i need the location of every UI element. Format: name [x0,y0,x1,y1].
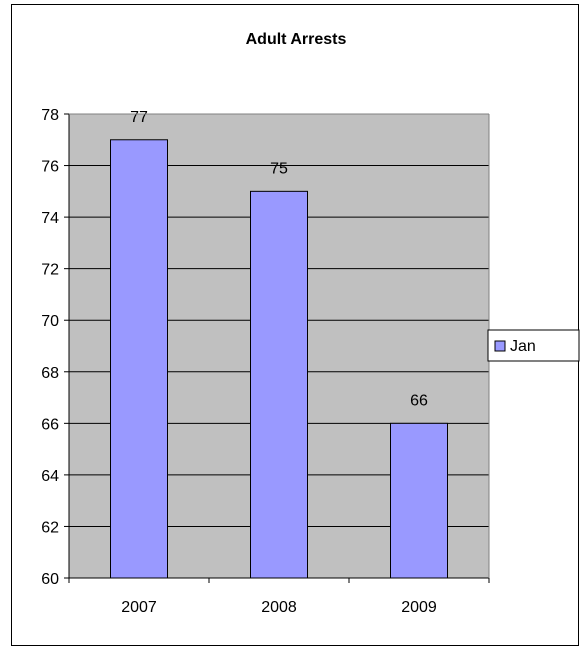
bar [390,422,448,579]
x-tick-label: 2008 [261,599,297,616]
legend: Jan [487,329,580,362]
plot-area: 60 62 64 66 68 70 72 74 76 78 77 2007 75 2008 66 2009 [41,107,490,616]
y-tick-label: 62 [41,519,59,536]
y-tick-label: 60 [41,571,59,588]
y-tick-label: 68 [41,365,59,382]
y-tick-label: 64 [41,468,59,485]
data-label: 77 [130,109,148,126]
chart-title: Adult Arrests [246,31,347,48]
x-tick-label: 2009 [401,599,437,616]
y-tick-label: 78 [41,107,59,124]
bar [110,139,168,579]
data-label: 66 [410,392,428,409]
y-tick-label: 66 [41,416,59,433]
legend-box [487,329,580,362]
y-tick-label: 72 [41,262,59,279]
legend-swatch [494,340,506,352]
y-tick-label: 70 [41,313,59,330]
bar [250,190,308,579]
x-tick-label: 2007 [121,599,157,616]
y-tick-label: 74 [41,210,59,227]
data-label: 75 [270,160,288,177]
legend-label: Jan [510,338,536,355]
y-tick-label: 76 [41,159,59,176]
